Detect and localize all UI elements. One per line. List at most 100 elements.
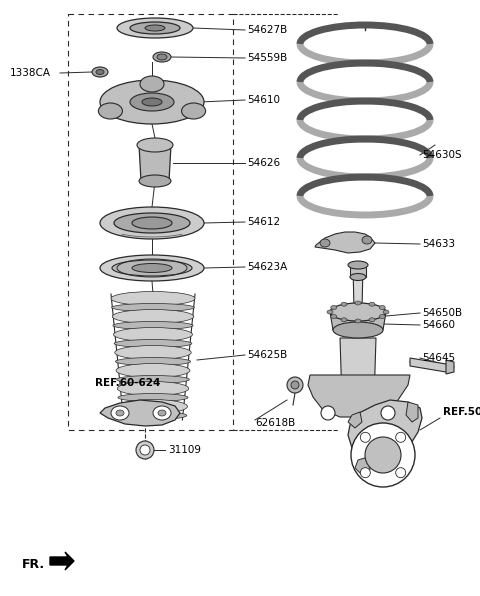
Ellipse shape: [117, 381, 189, 396]
Ellipse shape: [379, 315, 385, 318]
Text: 54645: 54645: [422, 353, 455, 363]
Polygon shape: [50, 552, 74, 570]
Ellipse shape: [139, 175, 171, 187]
Ellipse shape: [153, 406, 171, 420]
Polygon shape: [139, 145, 171, 181]
Text: 54610: 54610: [247, 95, 280, 105]
Ellipse shape: [119, 399, 187, 414]
Polygon shape: [100, 400, 180, 426]
Text: 54623A: 54623A: [247, 262, 287, 272]
Ellipse shape: [115, 358, 191, 365]
Ellipse shape: [137, 138, 173, 152]
Ellipse shape: [360, 432, 371, 442]
Ellipse shape: [140, 445, 150, 455]
Ellipse shape: [100, 255, 204, 281]
Ellipse shape: [355, 319, 361, 323]
Ellipse shape: [92, 67, 108, 77]
Ellipse shape: [287, 377, 303, 393]
Ellipse shape: [118, 393, 188, 402]
Ellipse shape: [369, 318, 375, 322]
Ellipse shape: [111, 291, 195, 306]
Ellipse shape: [320, 239, 330, 247]
Text: REF.50-517: REF.50-517: [443, 407, 480, 417]
Text: 54559B: 54559B: [247, 53, 287, 63]
Text: 54650B: 54650B: [422, 308, 462, 318]
Polygon shape: [308, 375, 410, 417]
Ellipse shape: [330, 303, 386, 321]
Ellipse shape: [331, 306, 337, 309]
Ellipse shape: [351, 423, 415, 487]
Ellipse shape: [145, 25, 165, 31]
Text: 31109: 31109: [168, 445, 201, 455]
Ellipse shape: [327, 310, 333, 314]
Ellipse shape: [130, 22, 180, 34]
Polygon shape: [340, 338, 376, 395]
Ellipse shape: [396, 432, 406, 442]
Ellipse shape: [333, 322, 383, 338]
Ellipse shape: [362, 236, 372, 244]
Polygon shape: [410, 358, 450, 372]
Ellipse shape: [98, 103, 122, 119]
Ellipse shape: [119, 411, 187, 420]
Text: 62618B: 62618B: [255, 418, 295, 428]
Ellipse shape: [331, 315, 337, 318]
Ellipse shape: [360, 468, 371, 477]
Ellipse shape: [341, 302, 347, 306]
Ellipse shape: [112, 260, 192, 276]
Ellipse shape: [341, 318, 347, 322]
Ellipse shape: [350, 274, 366, 281]
Ellipse shape: [140, 76, 164, 92]
Polygon shape: [330, 312, 386, 330]
Ellipse shape: [291, 381, 299, 389]
Ellipse shape: [379, 306, 385, 309]
Ellipse shape: [158, 410, 166, 416]
Ellipse shape: [96, 70, 104, 74]
Text: 54612: 54612: [247, 217, 280, 227]
Ellipse shape: [115, 346, 191, 359]
Ellipse shape: [381, 406, 395, 420]
Ellipse shape: [100, 207, 204, 239]
Ellipse shape: [365, 437, 401, 473]
Ellipse shape: [116, 410, 124, 416]
Ellipse shape: [181, 103, 205, 119]
Polygon shape: [406, 402, 418, 422]
Ellipse shape: [112, 303, 194, 312]
Ellipse shape: [100, 80, 204, 124]
Text: 1338CA: 1338CA: [10, 68, 51, 78]
Ellipse shape: [136, 441, 154, 459]
Ellipse shape: [114, 213, 190, 233]
Ellipse shape: [157, 54, 167, 60]
Text: FR.: FR.: [22, 558, 45, 572]
Text: 54627B: 54627B: [247, 25, 287, 35]
Text: 54633: 54633: [422, 239, 455, 249]
Ellipse shape: [369, 302, 375, 306]
Ellipse shape: [114, 340, 192, 347]
Ellipse shape: [114, 327, 192, 342]
Ellipse shape: [117, 18, 193, 38]
Ellipse shape: [117, 375, 189, 383]
Ellipse shape: [111, 406, 129, 420]
Text: 54626: 54626: [247, 158, 280, 168]
Ellipse shape: [383, 310, 389, 314]
Polygon shape: [355, 457, 370, 475]
Polygon shape: [350, 265, 366, 277]
Text: 54625B: 54625B: [247, 350, 287, 360]
Text: REF.60-624: REF.60-624: [95, 378, 160, 388]
Ellipse shape: [348, 261, 368, 269]
Ellipse shape: [396, 468, 406, 477]
Ellipse shape: [130, 93, 174, 111]
Ellipse shape: [142, 98, 162, 106]
Ellipse shape: [116, 364, 190, 377]
Ellipse shape: [355, 301, 361, 305]
Text: 54660: 54660: [422, 320, 455, 330]
Ellipse shape: [132, 263, 172, 272]
Polygon shape: [315, 232, 375, 253]
Polygon shape: [353, 265, 363, 310]
Text: 54630S: 54630S: [422, 150, 462, 160]
Ellipse shape: [113, 321, 193, 330]
Polygon shape: [348, 400, 422, 465]
Ellipse shape: [321, 406, 335, 420]
Ellipse shape: [112, 309, 194, 324]
Polygon shape: [348, 412, 362, 428]
Ellipse shape: [132, 217, 172, 229]
